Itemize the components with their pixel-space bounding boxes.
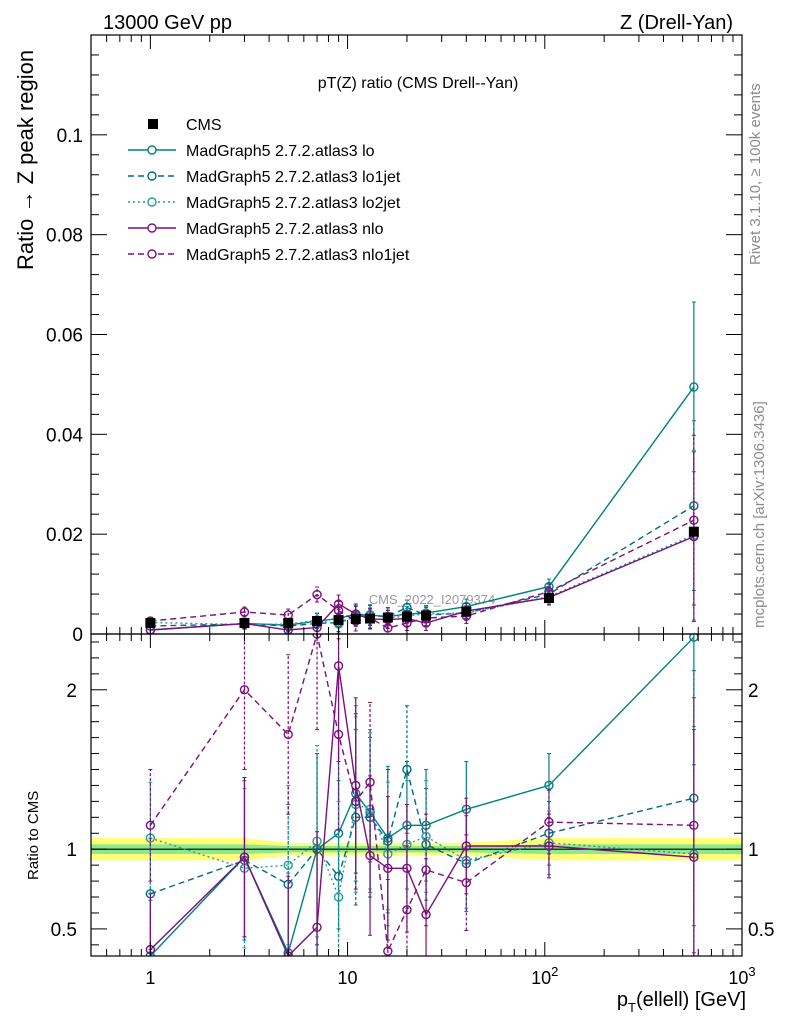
plot-title: pT(Z) ratio (CMS Drell--Yan) [318, 75, 519, 92]
legend-entry-4: MadGraph5 2.7.2.atlas3 nlo [128, 221, 384, 238]
axes: 1 10 102 103 0 0.02 0.04 0.06 0.08 0.1 0.5 0.5 1 1 2 2 [46, 34, 774, 988]
cms-data-point [401, 611, 412, 622]
ratio-series-1 [145, 634, 699, 956]
legend-entry-1: MadGraph5 2.7.2.atlas3 lo [128, 143, 375, 160]
cms-data-point [239, 618, 250, 629]
x-tick-label: 102 [531, 964, 558, 988]
main-series-1 [145, 301, 699, 634]
x-axis-label: pT(ellell) [GeV] [617, 989, 746, 1015]
cms-data-point [688, 526, 699, 537]
ratio-y-tick-label: 2 [66, 681, 77, 702]
data-point [402, 764, 412, 775]
cms-data-point [543, 593, 554, 604]
legend: CMS MadGraph5 2.7.2.atlas3 lo MadGraph5 2.… [128, 117, 410, 264]
cms-data-point [283, 618, 294, 629]
cms-data-point [312, 616, 323, 627]
legend-label: MadGraph5 2.7.2.atlas3 lo2jet [186, 195, 401, 212]
x-tick-label: 10 [338, 968, 358, 988]
data-point [383, 946, 393, 956]
legend-entry-0: CMS [148, 117, 222, 134]
y-tick-label: 0.08 [46, 226, 83, 247]
y-tick-label: 0.06 [46, 326, 83, 347]
cms-data-point [333, 615, 344, 626]
ratio-plot-area [91, 634, 742, 956]
series-line [149, 636, 695, 956]
data-point [365, 777, 375, 787]
data-point [239, 852, 250, 862]
ratio-y-tick-label-right: 1 [748, 840, 759, 861]
cms-data-point [382, 612, 393, 623]
data-point [283, 729, 293, 740]
legend-marker [147, 145, 157, 155]
data-point [333, 605, 344, 616]
main-series-0 [145, 526, 699, 629]
legend-marker [148, 119, 158, 129]
legend-entry-2: MadGraph5 2.7.2.atlas3 lo1jet [128, 169, 401, 186]
legend-marker [147, 223, 157, 233]
rivet-version-label: Rivet 3.1.10, ≥ 100k events [747, 83, 764, 265]
data-point [383, 623, 393, 633]
data-point [689, 820, 699, 830]
data-point [333, 729, 344, 740]
data-point [544, 817, 554, 827]
data-point [383, 863, 393, 874]
ratio-y-tick-label-right: 0.5 [748, 920, 774, 941]
ratio-frame [90, 633, 743, 957]
data-point [145, 820, 156, 830]
data-point [351, 796, 361, 807]
legend-marker [147, 249, 157, 259]
data-point [689, 515, 699, 525]
legend-label: MadGraph5 2.7.2.atlas3 lo [186, 143, 375, 160]
data-point [689, 382, 699, 392]
main-plot-area [145, 301, 699, 634]
data-point [333, 892, 344, 902]
ratio-y-tick-label-right: 2 [748, 681, 759, 702]
data-point [461, 877, 472, 888]
ratio-series-2 [145, 670, 699, 956]
legend-entry-5: MadGraph5 2.7.2.atlas3 nlo1jet [128, 247, 410, 264]
cms-data-point [461, 606, 472, 617]
ratio-y-tick-label: 1 [66, 840, 77, 861]
data-point [283, 860, 293, 870]
header-left-label: 13000 GeV pp [103, 12, 232, 34]
cms-data-point [365, 613, 376, 624]
legend-label: MadGraph5 2.7.2.atlas3 nlo [186, 221, 384, 238]
series-line [150, 505, 695, 627]
legend-marker [147, 171, 157, 181]
data-point [239, 607, 250, 617]
cms-data-point [350, 614, 361, 625]
legend-entry-3: MadGraph5 2.7.2.atlas3 lo2jet [128, 195, 401, 212]
legend-label: MadGraph5 2.7.2.atlas3 nlo1jet [186, 247, 410, 264]
y-tick-label: 0.02 [46, 525, 83, 546]
data-point [544, 780, 554, 791]
data-point [312, 589, 322, 600]
legend-label: MadGraph5 2.7.2.atlas3 lo1jet [186, 169, 401, 186]
y-tick-label: 0.04 [46, 425, 83, 446]
cms-data-point [421, 610, 432, 621]
main-series-4 [145, 451, 699, 634]
header-right-label: Z (Drell-Yan) [620, 12, 733, 34]
x-tick-label: 1 [145, 968, 155, 988]
y-tick-label: 0.1 [57, 126, 83, 147]
mcplots-source-label: mcplots.cern.ch [arXiv:1306.3436] [751, 401, 768, 628]
data-point [421, 865, 431, 875]
data-point [312, 922, 322, 933]
x-tick-label: 103 [728, 964, 755, 988]
y-tick-label: 0 [72, 625, 83, 646]
legend-marker [147, 197, 157, 207]
data-point [239, 685, 250, 695]
series-line [150, 766, 695, 895]
data-point [402, 905, 412, 915]
ratio-y-axis-label: Ratio to CMS [25, 791, 42, 880]
main-y-axis-label: Ratio → Z peak region [13, 50, 38, 270]
legend-label: CMS [186, 117, 222, 134]
ratio-y-tick-label: 0.5 [51, 920, 77, 941]
